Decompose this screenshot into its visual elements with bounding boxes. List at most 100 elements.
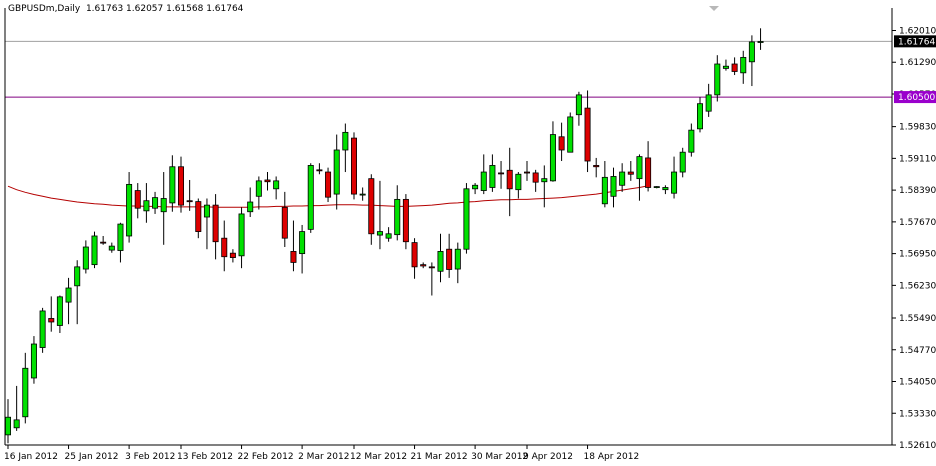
candle[interactable] [454,242,461,284]
candle[interactable] [169,155,176,212]
candle[interactable] [368,174,375,245]
candle[interactable] [221,220,228,272]
candle[interactable] [731,57,738,76]
candle[interactable] [593,157,600,178]
candle[interactable] [662,185,669,195]
candle[interactable] [558,122,565,162]
candle[interactable] [134,183,141,219]
candle[interactable] [757,28,764,50]
price-axis[interactable]: 1.620101.612901.605701.598301.591101.583… [892,26,936,451]
candle[interactable] [290,220,297,272]
candle[interactable] [498,161,505,189]
candle[interactable] [524,161,531,181]
candle[interactable] [446,233,453,278]
candle[interactable] [13,385,20,431]
candle[interactable] [307,163,314,233]
candle[interactable] [653,186,660,189]
candles[interactable] [5,28,764,444]
candle[interactable] [65,277,72,325]
candle[interactable] [480,154,487,195]
candle[interactable] [350,132,357,200]
candle[interactable] [584,90,591,173]
chart-shift-marker[interactable] [709,6,719,11]
candle[interactable] [428,262,435,296]
candle[interactable] [411,238,418,279]
candle[interactable] [333,134,340,210]
candle[interactable] [359,187,366,201]
candle[interactable] [342,123,349,173]
candle[interactable] [74,260,81,325]
candle[interactable] [48,296,55,332]
candle[interactable] [143,183,150,223]
candle[interactable] [316,163,323,175]
candle[interactable] [160,172,167,245]
candle[interactable] [91,231,98,269]
candle[interactable] [402,194,409,250]
candle[interactable] [532,169,539,192]
candle[interactable] [740,50,747,84]
candle[interactable] [722,59,729,71]
candle-body [740,56,747,74]
time-axis[interactable]: 16 Jan 2012 25 Jan 2012 3 Feb 2012 13 Feb 2… [4,445,639,462]
candle[interactable] [108,242,115,253]
candle[interactable] [679,147,686,178]
candle[interactable] [515,172,522,199]
candle[interactable] [567,112,574,153]
candle-body [350,137,357,195]
candle[interactable] [610,167,617,208]
candle-body [255,180,262,197]
candle[interactable] [82,240,89,274]
candle[interactable] [152,191,159,214]
candle[interactable] [714,55,721,102]
candle[interactable] [575,91,582,126]
candle[interactable] [325,167,332,203]
candle[interactable] [697,97,704,133]
candle[interactable] [394,185,401,241]
candle[interactable] [463,183,470,254]
candle[interactable] [385,227,392,242]
candle[interactable] [177,156,184,213]
candle[interactable] [627,161,634,181]
candle[interactable] [437,233,444,283]
candle[interactable] [39,307,46,353]
candle[interactable] [636,154,643,201]
candle[interactable] [299,224,306,274]
candle-body [247,201,254,213]
candle-body [333,149,340,195]
candle[interactable] [489,154,496,192]
candle[interactable] [186,179,193,211]
candle[interactable] [247,187,254,218]
candle[interactable] [281,191,288,248]
candle[interactable] [273,176,280,200]
candle[interactable] [126,172,133,243]
candle[interactable] [117,222,124,263]
candle[interactable] [238,207,245,269]
candle[interactable] [30,336,37,384]
candle[interactable] [619,163,626,192]
candle[interactable] [56,295,63,333]
candle[interactable] [671,156,678,199]
candle[interactable] [549,121,556,182]
candle[interactable] [601,161,608,208]
candle[interactable] [420,262,427,269]
candle[interactable] [100,235,107,245]
candle[interactable] [376,180,383,250]
candle[interactable] [705,83,712,117]
candle[interactable] [212,194,219,260]
candle[interactable] [195,198,202,239]
candle[interactable] [255,176,262,210]
candle[interactable] [506,147,513,217]
candle[interactable] [229,249,236,263]
candle[interactable] [203,198,210,250]
candle[interactable] [472,183,479,195]
candle[interactable] [748,35,755,87]
candle[interactable] [645,141,652,192]
candle[interactable] [541,165,548,208]
candle-body [5,416,11,436]
candle[interactable] [22,352,29,424]
candle-body [671,171,678,194]
candle[interactable] [688,123,695,157]
candle[interactable] [264,172,271,191]
